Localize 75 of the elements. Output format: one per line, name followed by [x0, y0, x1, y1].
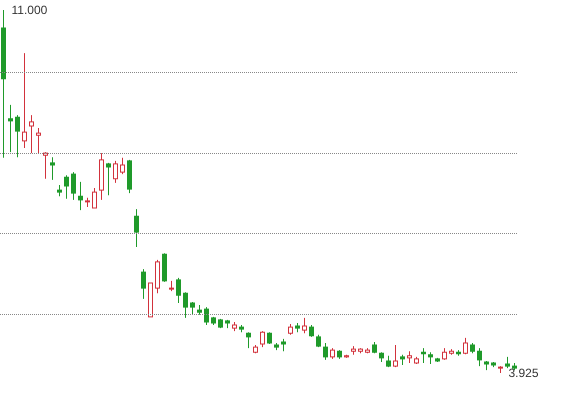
candlestick — [239, 324, 244, 333]
candlestick — [442, 348, 447, 360]
candlestick — [288, 324, 293, 336]
candlestick — [470, 342, 475, 354]
candlestick — [162, 252, 167, 282]
candlestick — [316, 334, 321, 348]
candlestick — [204, 306, 209, 326]
candlestick — [498, 366, 503, 374]
candlestick — [120, 157, 125, 175]
candlestick — [456, 350, 461, 356]
candlestick — [155, 259, 160, 294]
candlestick — [134, 208, 139, 248]
candlestick — [435, 357, 440, 362]
candlestick — [246, 332, 251, 349]
candlestick — [309, 324, 314, 338]
annotation: 3.925 — [508, 366, 539, 380]
candlestick — [484, 360, 489, 371]
candlestick — [141, 268, 146, 300]
candlestick — [379, 352, 384, 362]
candlestick — [302, 317, 307, 334]
candlestick — [323, 342, 328, 360]
candlestick — [351, 346, 356, 356]
candlestick — [358, 348, 363, 354]
candlestick — [57, 184, 62, 197]
candlestick — [71, 172, 76, 200]
candlestick — [225, 319, 230, 329]
candlestick — [449, 348, 454, 356]
candlestick — [281, 338, 286, 352]
candlestick — [253, 344, 258, 354]
candlestick — [169, 280, 174, 292]
candlestick — [365, 348, 370, 354]
candlestick — [491, 361, 496, 368]
candlestick — [477, 348, 482, 367]
candlestick — [22, 52, 27, 149]
candlestick — [148, 282, 153, 318]
candlestick — [190, 301, 195, 316]
candlestick — [183, 292, 188, 318]
candlestick — [295, 322, 300, 333]
candlestick — [421, 348, 426, 364]
candlestick — [407, 350, 412, 364]
candlestick — [344, 354, 349, 358]
candlestick — [330, 348, 335, 360]
candlestick — [78, 181, 83, 211]
candlestick — [176, 277, 181, 304]
candlestick — [400, 354, 405, 366]
candlestick — [218, 318, 223, 329]
candlestick — [99, 152, 104, 200]
candlestick — [36, 128, 41, 154]
candlestick — [29, 114, 34, 154]
candlestick — [372, 341, 377, 354]
candlestick — [505, 356, 510, 369]
candlestick — [8, 104, 13, 153]
candlestick — [197, 304, 202, 316]
candlestick — [106, 162, 111, 196]
candlestick — [92, 188, 97, 209]
candlestick — [85, 197, 90, 208]
candlestick — [463, 337, 468, 355]
candlestick — [50, 156, 55, 180]
candlestick — [414, 356, 419, 365]
candlestick — [232, 321, 237, 332]
candlestick — [127, 159, 132, 194]
candlestick — [393, 344, 398, 368]
annotation: 11.000 — [12, 3, 48, 17]
candlestick — [15, 114, 20, 158]
candlestick — [1, 10, 6, 158]
candlestick — [211, 316, 216, 326]
candlestick — [113, 160, 118, 184]
candlestick — [386, 355, 391, 368]
candlestick — [64, 174, 69, 200]
candlestick — [337, 350, 342, 360]
candlestick — [274, 342, 279, 351]
candlestick — [267, 332, 272, 345]
candlestick — [260, 330, 265, 348]
candlestick — [43, 152, 48, 180]
candlestick — [428, 352, 433, 365]
